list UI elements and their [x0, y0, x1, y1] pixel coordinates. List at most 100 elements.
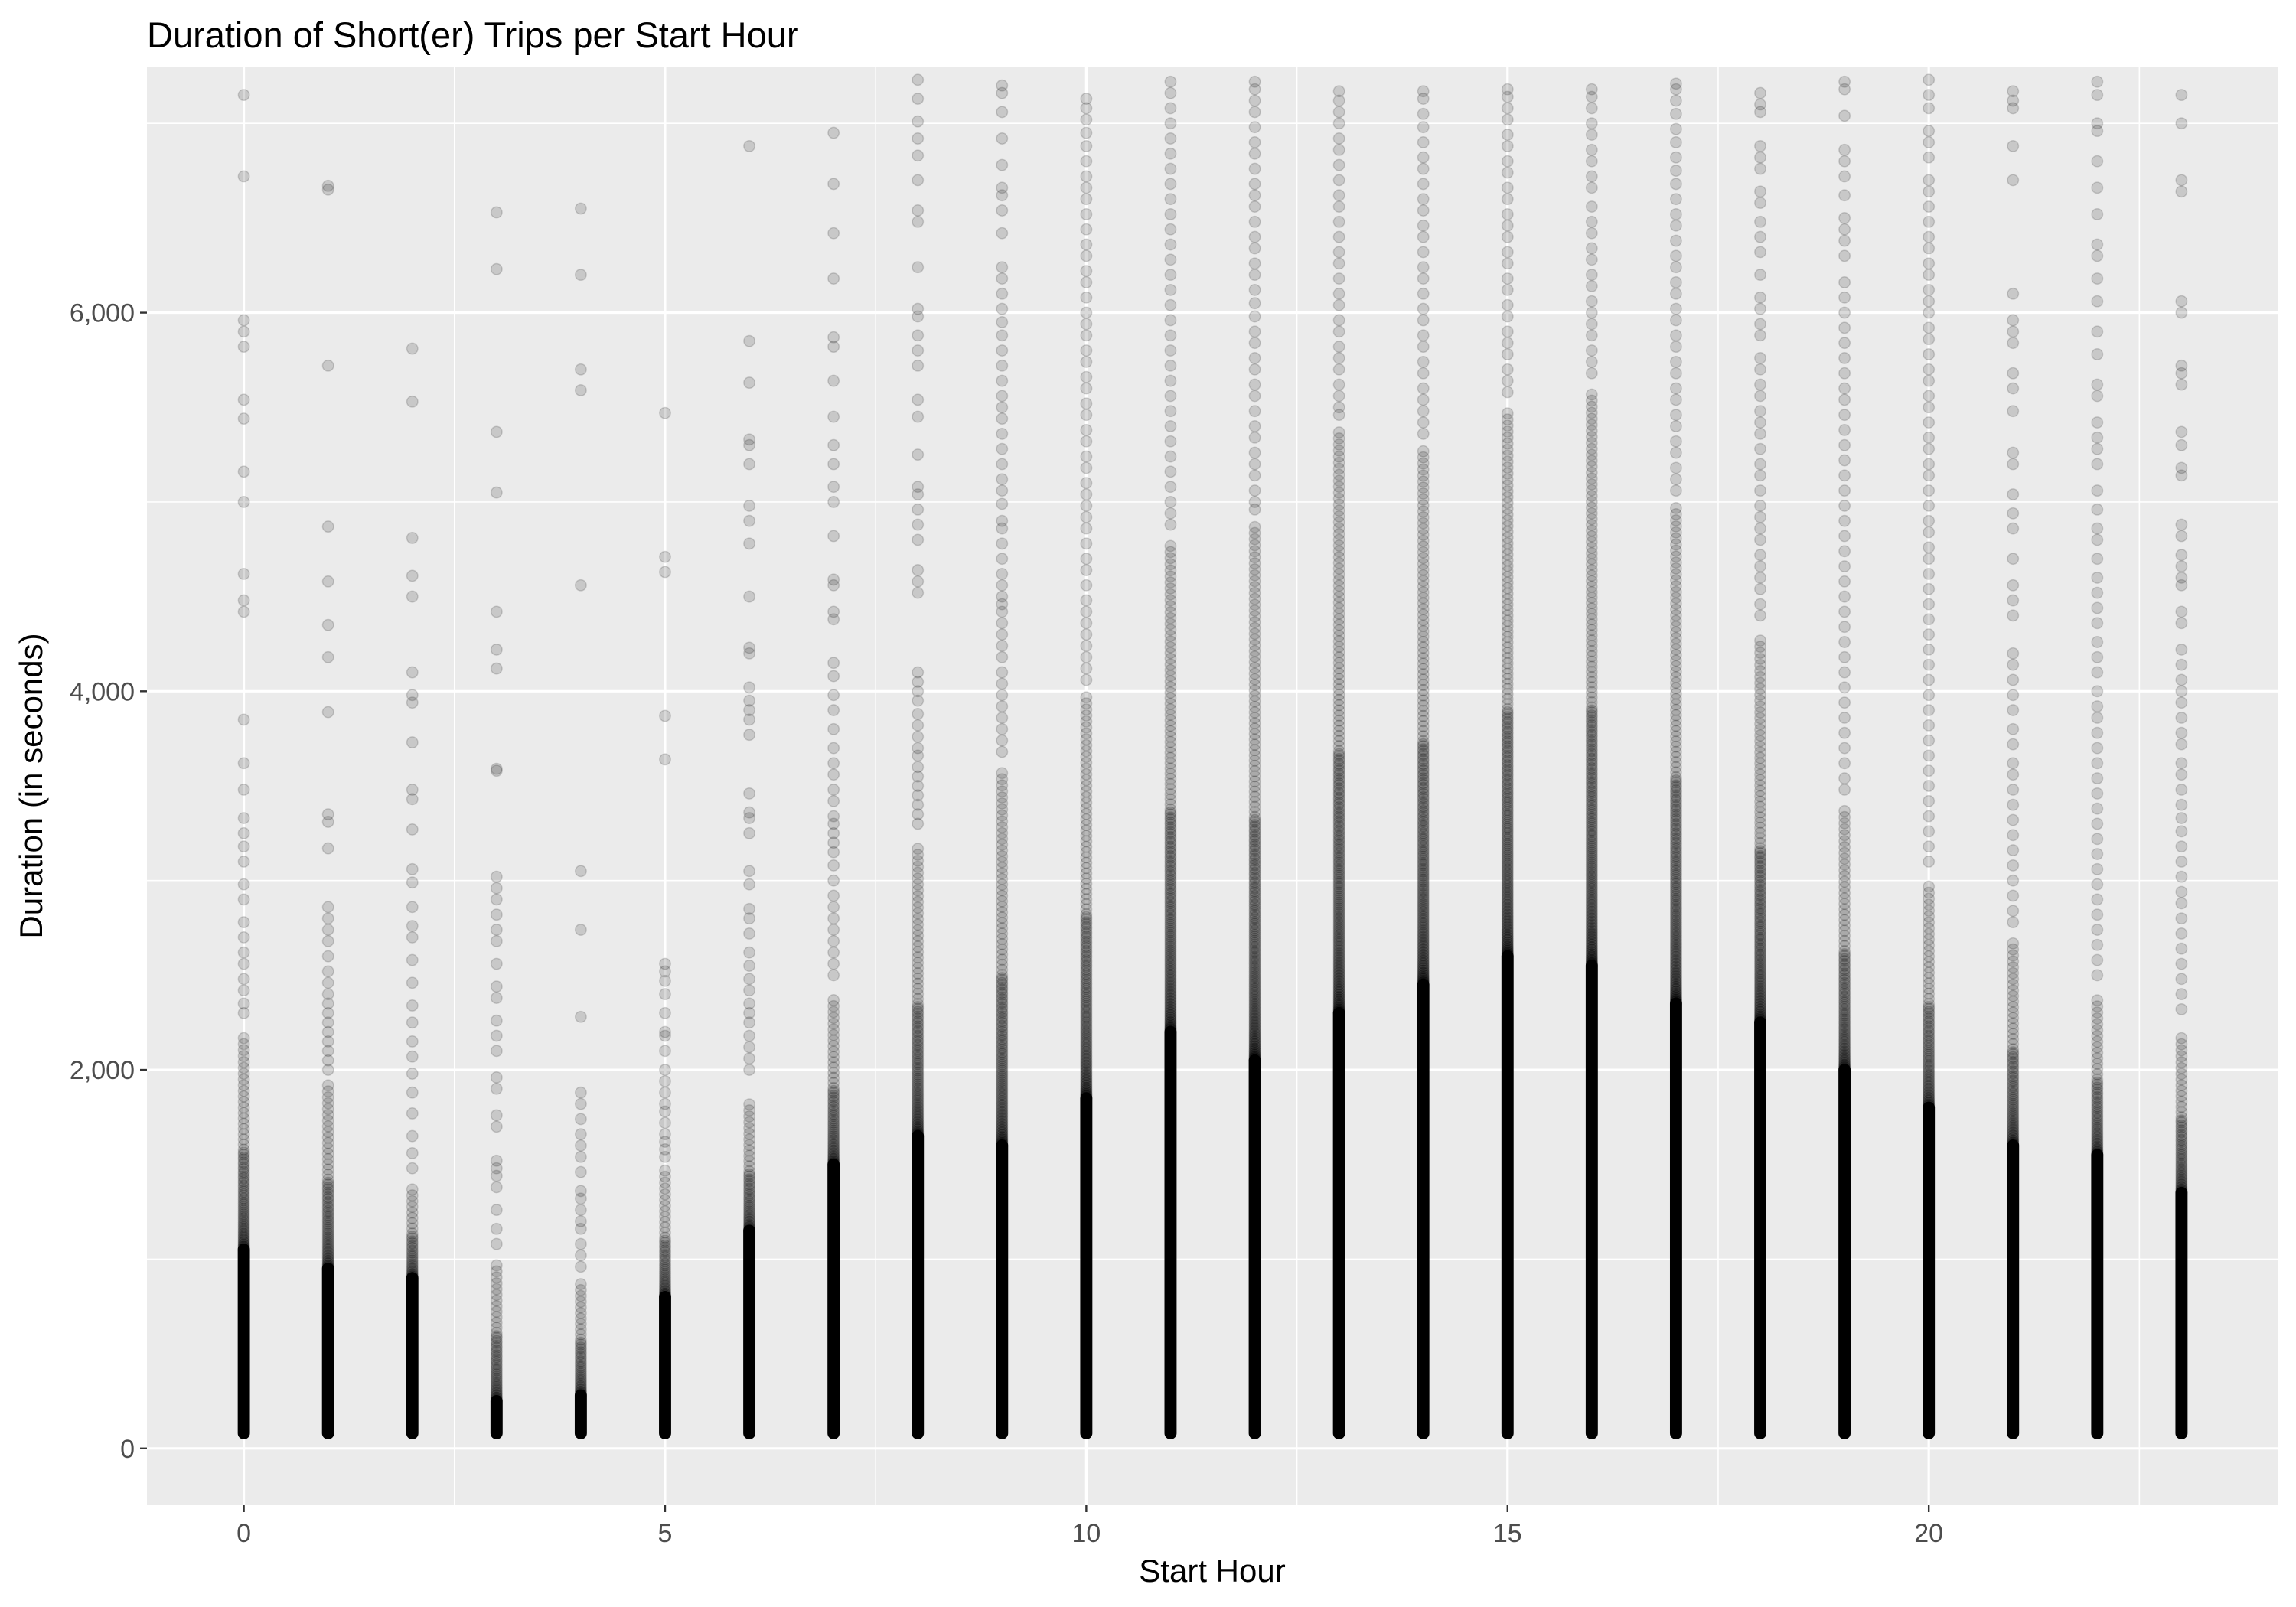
- point: [1838, 650, 1851, 663]
- point: [996, 878, 1009, 891]
- point: [2175, 295, 2188, 308]
- point: [321, 1035, 334, 1048]
- point: [2007, 553, 2020, 566]
- point: [2175, 988, 2188, 1001]
- point: [1923, 458, 1936, 471]
- point: [996, 1084, 1009, 1097]
- point: [321, 1219, 334, 1232]
- point: [321, 1233, 334, 1246]
- point: [827, 1130, 840, 1143]
- point: [490, 1082, 503, 1095]
- point: [912, 895, 925, 908]
- point: [827, 957, 840, 970]
- point: [490, 1071, 503, 1084]
- point: [1838, 211, 1851, 224]
- point: [2091, 325, 2104, 338]
- point: [1838, 666, 1851, 679]
- point: [406, 1189, 419, 1202]
- point: [490, 1355, 503, 1368]
- point: [1838, 469, 1851, 482]
- point: [827, 1116, 840, 1129]
- point: [490, 1364, 503, 1377]
- point: [912, 1015, 925, 1028]
- point: [1080, 1057, 1093, 1070]
- point: [2175, 798, 2188, 811]
- point: [996, 821, 1009, 833]
- point: [996, 1137, 1009, 1150]
- point: [659, 1261, 671, 1274]
- point: [912, 1020, 925, 1032]
- point: [2007, 405, 2020, 418]
- point: [912, 1097, 925, 1109]
- point: [912, 866, 925, 879]
- point: [406, 999, 419, 1012]
- point: [1923, 257, 1936, 270]
- point: [574, 1249, 587, 1262]
- point: [2007, 722, 2020, 735]
- point: [406, 1206, 419, 1219]
- point: [2175, 530, 2188, 543]
- point: [1080, 985, 1093, 998]
- point: [237, 1242, 250, 1255]
- point: [2091, 757, 2104, 770]
- point: [827, 1158, 840, 1171]
- point: [2007, 783, 2020, 796]
- point: [912, 1025, 925, 1038]
- point: [827, 999, 840, 1012]
- point: [321, 1097, 334, 1110]
- point: [1923, 643, 1936, 656]
- point: [406, 1211, 419, 1224]
- point: [1417, 121, 1430, 134]
- point: [321, 1120, 334, 1133]
- point: [996, 986, 1009, 999]
- point: [1754, 185, 1766, 198]
- point: [490, 1259, 503, 1272]
- point: [743, 1210, 756, 1223]
- point: [1417, 445, 1430, 458]
- point: [574, 1385, 587, 1398]
- point: [996, 677, 1009, 690]
- point: [490, 1384, 503, 1397]
- point: [659, 1211, 671, 1223]
- point: [2091, 878, 2104, 891]
- point: [237, 826, 250, 839]
- point: [1417, 193, 1430, 206]
- point: [996, 579, 1009, 592]
- point: [1923, 442, 1936, 455]
- point: [912, 1118, 925, 1131]
- point: [1080, 139, 1093, 152]
- point: [827, 934, 840, 947]
- point: [1669, 151, 1682, 164]
- point: [996, 650, 1009, 663]
- point: [743, 1144, 756, 1157]
- point: [1080, 1025, 1093, 1038]
- point: [1838, 636, 1851, 648]
- point: [1080, 1008, 1093, 1021]
- point: [490, 1341, 503, 1354]
- point: [743, 787, 756, 800]
- point: [996, 427, 1009, 440]
- point: [996, 1091, 1009, 1104]
- point: [1080, 564, 1093, 576]
- point: [827, 1137, 840, 1150]
- point: [827, 495, 840, 508]
- point: [1080, 522, 1093, 535]
- point: [321, 1238, 334, 1251]
- point: [1248, 242, 1261, 255]
- point: [406, 1270, 419, 1283]
- point: [827, 994, 840, 1006]
- point: [1585, 200, 1598, 214]
- point: [1164, 495, 1177, 508]
- point: [2175, 425, 2188, 438]
- x-tick-label: 15: [1493, 1519, 1522, 1548]
- point: [406, 1258, 419, 1271]
- point: [1923, 689, 1936, 702]
- point: [237, 1165, 250, 1178]
- point: [1585, 279, 1598, 292]
- point: [574, 269, 587, 282]
- point: [1838, 321, 1851, 334]
- point: [1080, 1019, 1093, 1032]
- point: [2175, 518, 2188, 531]
- point: [996, 991, 1009, 1004]
- point: [574, 1318, 587, 1331]
